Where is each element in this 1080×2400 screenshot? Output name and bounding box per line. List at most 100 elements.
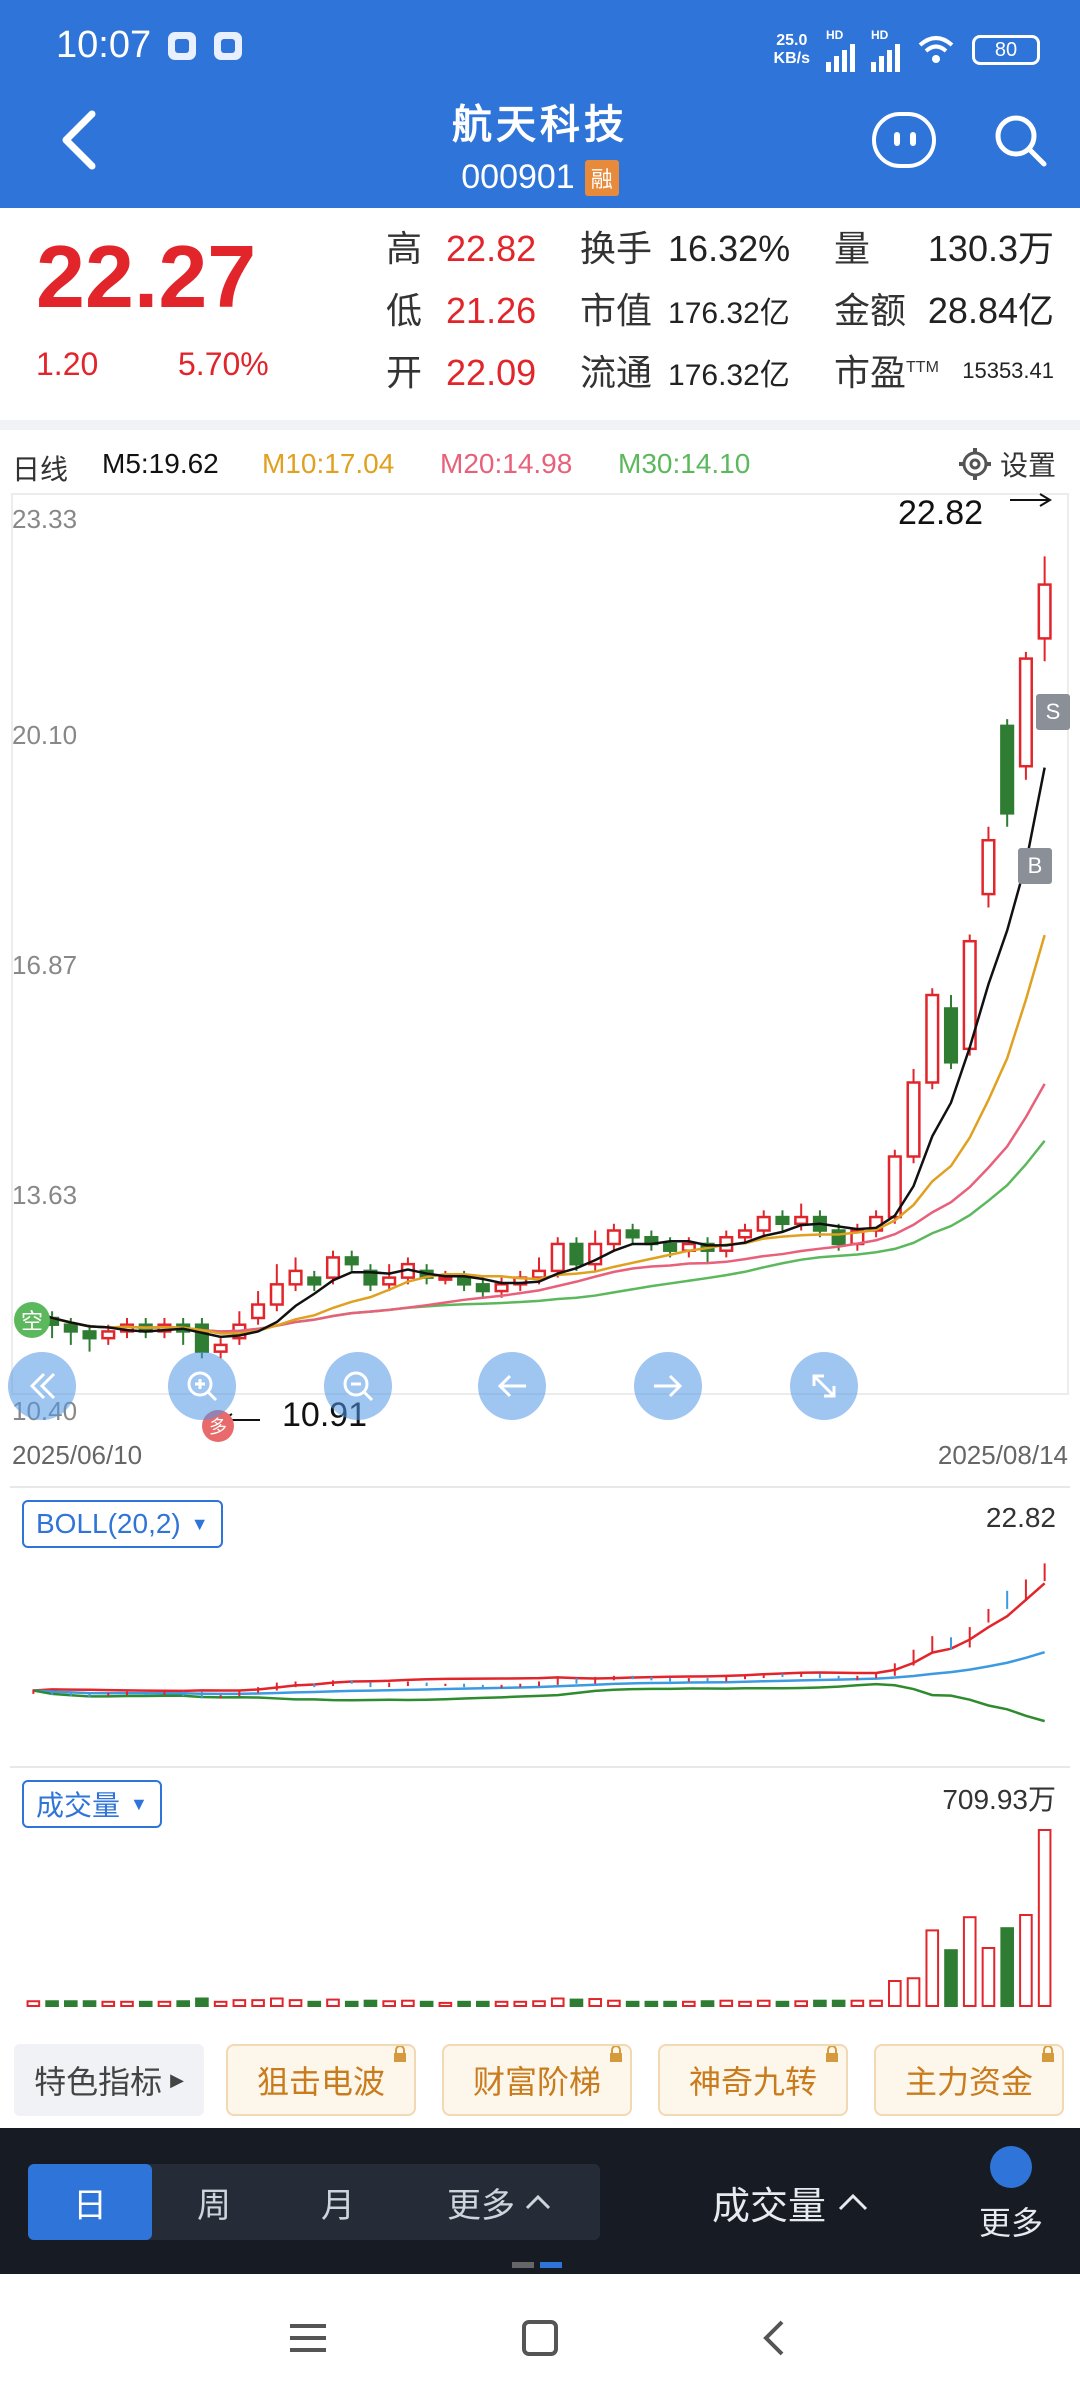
volume-value: 709.93万 <box>942 1784 1056 1815</box>
current-price: 22.27 <box>36 227 257 326</box>
volume-bar <box>794 2000 808 2007</box>
volume-bar <box>644 2000 659 2008</box>
market-cap-row: 市值 176.32亿 <box>580 290 790 331</box>
move-left-button[interactable] <box>478 1352 546 1420</box>
candle-body <box>588 1242 603 1266</box>
system-nav-bar <box>0 2276 1080 2400</box>
volume-bar <box>120 2000 134 2008</box>
tab-week[interactable]: 周 <box>197 2186 231 2225</box>
volume-bar <box>532 2000 546 2007</box>
volume-bar <box>1019 1914 1033 2007</box>
volume-bar <box>138 2000 153 2008</box>
volume-bar <box>101 2000 116 2008</box>
amount-row: 金额 28.84亿 <box>834 290 1054 331</box>
candle-body <box>269 1283 284 1306</box>
candle-body <box>363 1269 378 1286</box>
feature-indicator-menu[interactable]: 特色指标 ▶ <box>14 2044 204 2116</box>
buy-marker[interactable]: B <box>1018 848 1052 884</box>
open-row: 开 22.09 <box>386 352 537 393</box>
max-price-label: 22.82 <box>898 494 984 532</box>
ma10-label: M10:17.04 <box>262 448 395 479</box>
stock-name: 航天科技 <box>452 103 628 147</box>
volume-bar <box>925 1929 940 2007</box>
expand-icon <box>812 1374 836 1398</box>
candle-body <box>1018 657 1033 768</box>
candle-body <box>82 1330 97 1340</box>
tab-month[interactable]: 月 <box>321 2186 355 2225</box>
period-tabs: 日 周 月 更多 <box>28 2164 600 2240</box>
empty-signal-marker[interactable]: 空 <box>14 1302 50 1338</box>
tab-day[interactable]: 日 <box>28 2164 152 2240</box>
boll-indicator-select[interactable]: BOLL(20,2) ▼ <box>22 1500 223 1548</box>
tab-more[interactable]: 更多 <box>400 2164 600 2240</box>
boll-chart <box>32 1563 1046 1723</box>
feature-magic-nine[interactable]: 神奇九转 <box>658 2044 848 2116</box>
quote-panel: 22.27 1.20 5.70% 高 22.82 低 21.26 开 22.09… <box>0 208 1080 428</box>
lock-icon <box>1042 2046 1054 2062</box>
zoom-in-icon <box>187 1371 218 1402</box>
candle-body <box>101 1330 116 1340</box>
home-icon[interactable] <box>518 2316 562 2360</box>
volume-bar <box>906 1977 921 2007</box>
volume-bar <box>419 2000 434 2008</box>
volume-bar <box>756 1999 771 2007</box>
y-tick-2: 20.10 <box>12 720 78 750</box>
battery-icon: 80 <box>972 35 1040 65</box>
signal-1-group: HD <box>826 28 855 72</box>
lock-icon <box>826 2046 838 2062</box>
candle-body <box>251 1303 266 1320</box>
candle-body <box>794 1215 809 1226</box>
y-tick-3: 16.87 <box>12 950 78 980</box>
volume-bar <box>813 1999 827 2007</box>
status-time: 10:07 <box>56 24 152 66</box>
volume-bar <box>64 2000 78 2007</box>
volume-panel <box>10 1766 1070 2016</box>
candlestick-chart[interactable] <box>10 492 1070 1452</box>
candle-body <box>457 1276 472 1286</box>
dropdown-triangle-icon: ▼ <box>130 1793 148 1814</box>
lock-icon <box>610 2046 622 2062</box>
feature-wealth-ladder[interactable]: 财富阶梯 <box>442 2044 632 2116</box>
sell-marker[interactable]: S <box>1036 694 1070 730</box>
ma20-label: M20:14.98 <box>440 448 573 479</box>
volume-bar <box>494 2000 509 2008</box>
move-right-button[interactable] <box>634 1352 702 1420</box>
volume-switch-button[interactable]: 成交量 <box>712 2164 870 2240</box>
volume-bar <box>962 1916 977 2007</box>
more-menu-button[interactable]: 更多 <box>966 2146 1056 2244</box>
candle-body <box>925 993 940 1084</box>
candle-body <box>906 1081 921 1158</box>
nav-back-icon[interactable] <box>752 2316 796 2360</box>
zoom-in-button[interactable] <box>168 1352 236 1420</box>
y-tick-1: 23.33 <box>12 504 78 534</box>
search-icon[interactable] <box>992 112 1048 168</box>
volume-indicator-select[interactable]: 成交量 ▼ <box>22 1780 162 1828</box>
candle-body <box>213 1343 228 1353</box>
scroll-left-button[interactable] <box>8 1352 76 1420</box>
volume-chart <box>26 1829 1052 2008</box>
feature-sniper-wave[interactable]: 狙击电波 <box>226 2044 416 2116</box>
page-indicator <box>512 2262 562 2268</box>
candle-body <box>756 1215 771 1232</box>
turnover-row: 换手 16.32% <box>580 228 791 269</box>
menu-icon[interactable] <box>286 2316 330 2360</box>
dropdown-triangle-icon: ▼ <box>190 1513 209 1534</box>
candle-body <box>775 1215 790 1226</box>
back-icon[interactable] <box>52 100 112 180</box>
top-header: 10:07 25.0 KB/s HD HD <box>0 0 1080 208</box>
ma-line-m5 <box>32 767 1046 1339</box>
volume-bar <box>307 2000 322 2008</box>
fullscreen-button[interactable] <box>790 1352 858 1420</box>
candle-body <box>288 1269 303 1286</box>
candle-body <box>831 1229 846 1246</box>
candle-body <box>194 1323 209 1353</box>
zoom-out-button[interactable] <box>324 1352 392 1420</box>
chart-settings-button[interactable]: 设置 <box>958 438 1056 490</box>
feature-main-funds[interactable]: 主力资金 <box>874 2044 1064 2116</box>
notification-icons <box>168 32 242 60</box>
candle-body <box>531 1269 547 1279</box>
chat-icon[interactable] <box>872 112 936 168</box>
candle-body <box>344 1256 359 1266</box>
volume-bar <box>288 1999 303 2007</box>
